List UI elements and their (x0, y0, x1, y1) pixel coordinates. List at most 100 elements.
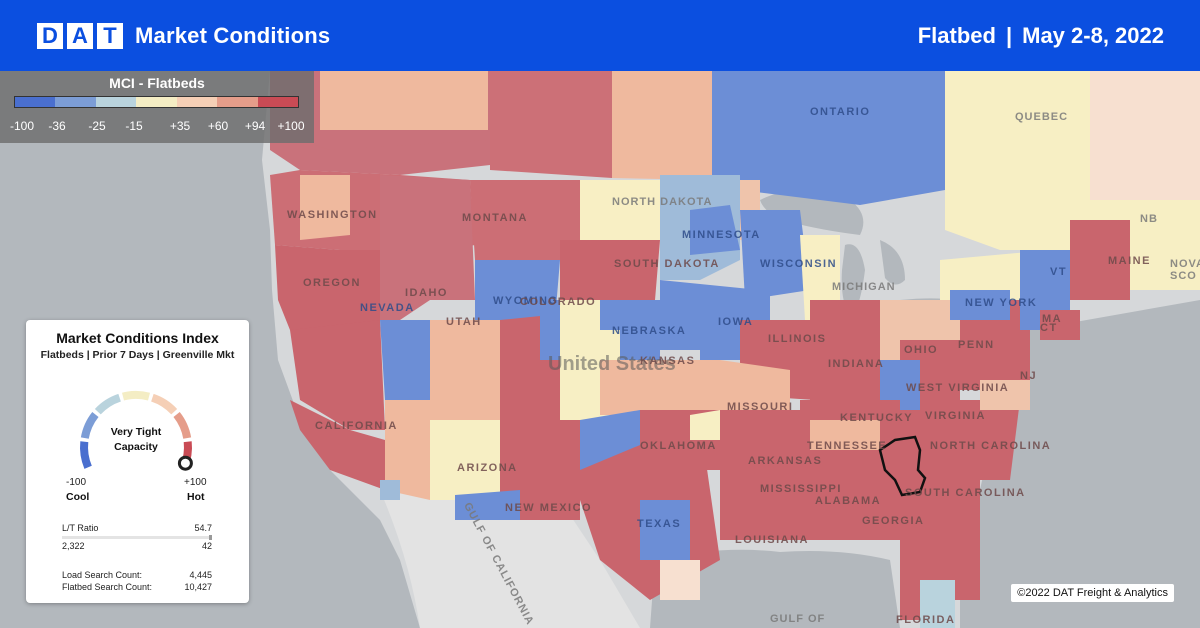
status-line-2: Capacity (114, 441, 158, 453)
map-region-label: Wyoming (493, 295, 559, 307)
logo-letter-t: T (97, 22, 123, 49)
legend-tick: -25 (88, 119, 106, 133)
legend-tick: -100 (9, 119, 35, 133)
lt-right-count: 42 (201, 541, 212, 551)
dat-logo: D A T (37, 22, 123, 49)
map-region-label: South Carolina (905, 487, 1026, 499)
flatbed-search-value: 10,427 (184, 582, 212, 592)
gauge-arc-neutral-cool (94, 393, 122, 415)
map-region-label: South Dakota (614, 258, 720, 270)
header-bar: D A T Market Conditions Flatbed | May 2-… (0, 0, 1200, 71)
hot-label: Hot (187, 491, 205, 503)
map-region-label: Maine (1108, 255, 1151, 267)
map-region-label: Iowa (718, 316, 754, 328)
date-range: May 2-8, 2022 (1022, 22, 1164, 48)
equipment-type: Flatbed (917, 22, 996, 48)
gauge-indicator (177, 455, 193, 471)
flatbed-search-row: Flatbed Search Count: 10,427 (62, 582, 212, 592)
map-region-label: Oregon (303, 277, 361, 289)
map-region-label: Arkansas (748, 455, 823, 467)
load-search-value: 4,445 (189, 570, 212, 580)
legend-tick: +100 (277, 119, 305, 133)
lt-ratio-bar (62, 535, 212, 540)
legend-tick: +35 (169, 119, 191, 133)
map-region-label: Wisconsin (760, 258, 838, 270)
map-region-label: Virginia (925, 410, 986, 422)
map-region-label: Illinois (768, 333, 827, 345)
gauge-arc-warm-mid (173, 412, 192, 439)
map-region-label: Nebraska (612, 325, 687, 337)
map-region-label: Colorado (520, 296, 597, 308)
map-region-label: Gulf of (770, 613, 826, 625)
map-region-label: Idaho (405, 287, 448, 299)
legend-swatch (257, 97, 298, 107)
map-region-label: VT (1050, 266, 1068, 278)
legend-tick: -36 (48, 119, 66, 133)
header-meta: Flatbed | May 2-8, 2022 (918, 0, 1164, 71)
map-region-label: Minnesota (682, 229, 761, 241)
map-region-label: Montana (462, 212, 528, 224)
legend-swatch (136, 97, 177, 107)
mci-legend: MCI - Flatbeds -100 -36 -25 -15 +35 +60 +94 +10… (0, 71, 314, 143)
map-region-label: Mississippi (760, 483, 842, 495)
map-region-label: North Carolina (930, 440, 1052, 452)
map-region-label: Ohio (904, 344, 939, 356)
map-region-label: New Mexico (505, 502, 593, 514)
flatbed-search-label: Flatbed Search Count: (62, 582, 153, 592)
legend-swatch (15, 97, 56, 107)
map-region-label: Florida (896, 614, 956, 626)
map-region-label: North Dakota (612, 196, 713, 208)
choropleth-map[interactable]: United States Ontario Quebec NB Nova Sco Was… (0, 71, 1200, 628)
header-separator: | (1005, 22, 1013, 48)
map-region-label: California (315, 420, 398, 432)
logo-letter-d: D (37, 22, 63, 49)
legend-tick: -15 (125, 119, 143, 133)
map-region-label: Penn (958, 339, 995, 351)
country-label: United States (548, 353, 676, 375)
lt-ratio-label: L/T Ratio (62, 523, 99, 533)
lt-ratio-value: 54.7 (194, 523, 212, 533)
lt-ratio-row: L/T Ratio 54.7 (62, 523, 212, 533)
map-region-label: Indiana (828, 358, 885, 370)
gauge-arc-cool (80, 441, 92, 469)
map-region-label: Kansas (640, 355, 696, 367)
logo-letter-a: A (67, 22, 93, 49)
map-region-label: Arizona (457, 462, 518, 474)
map-region-label: Kentucky (840, 412, 914, 424)
legend-tick: +60 (207, 119, 229, 133)
legend-swatch (95, 97, 137, 107)
map-region-label: CT (1040, 322, 1058, 334)
map-region-label: NJ (1020, 370, 1038, 382)
legend-tick: +94 (244, 119, 266, 133)
gauge-min: -100 (66, 477, 87, 488)
cool-label: Cool (66, 491, 90, 503)
map-region-label: Missouri (727, 401, 794, 413)
card-title: Market Conditions Index (56, 330, 219, 346)
load-search-row: Load Search Count: 4,445 (62, 570, 212, 580)
card-subtitle: Flatbeds | Prior 7 Days | Greenville Mkt (40, 349, 235, 361)
map-region-label: New York (965, 297, 1038, 309)
map-region-label: Oklahoma (640, 440, 717, 452)
map-region-label: Nova Sco (1170, 258, 1200, 282)
legend-ticks: -100 -36 -25 -15 +35 +60 +94 +100 (0, 119, 314, 135)
status-line-1: Very Tight (110, 426, 162, 438)
map-region-label: Nevada (360, 302, 415, 314)
gauge-arc-neutral (122, 391, 150, 401)
gauge-arc-warm (150, 393, 178, 415)
gauge-status: Very Tight Capacity (86, 425, 186, 455)
gauge-arc-cool-mid (80, 412, 99, 439)
legend-swatch (176, 97, 218, 107)
load-search-label: Load Search Count: (62, 570, 143, 580)
map-region-label: Ontario (810, 106, 871, 118)
map-region-label: MA (1042, 313, 1063, 325)
lt-left-count: 2,322 (62, 541, 85, 551)
map-region-label: West Virginia (906, 382, 1010, 394)
mci-card: Market Conditions Index Flatbeds | Prior… (26, 320, 249, 603)
legend-swatch (55, 97, 96, 107)
mci-gauge (80, 391, 193, 471)
map-region-label: Washington (287, 209, 378, 221)
map-region-label: Quebec (1015, 111, 1069, 123)
legend-swatch (217, 97, 258, 107)
map-region-label: Tennessee (807, 440, 888, 452)
lt-counts-row: 2,322 42 (62, 541, 212, 551)
